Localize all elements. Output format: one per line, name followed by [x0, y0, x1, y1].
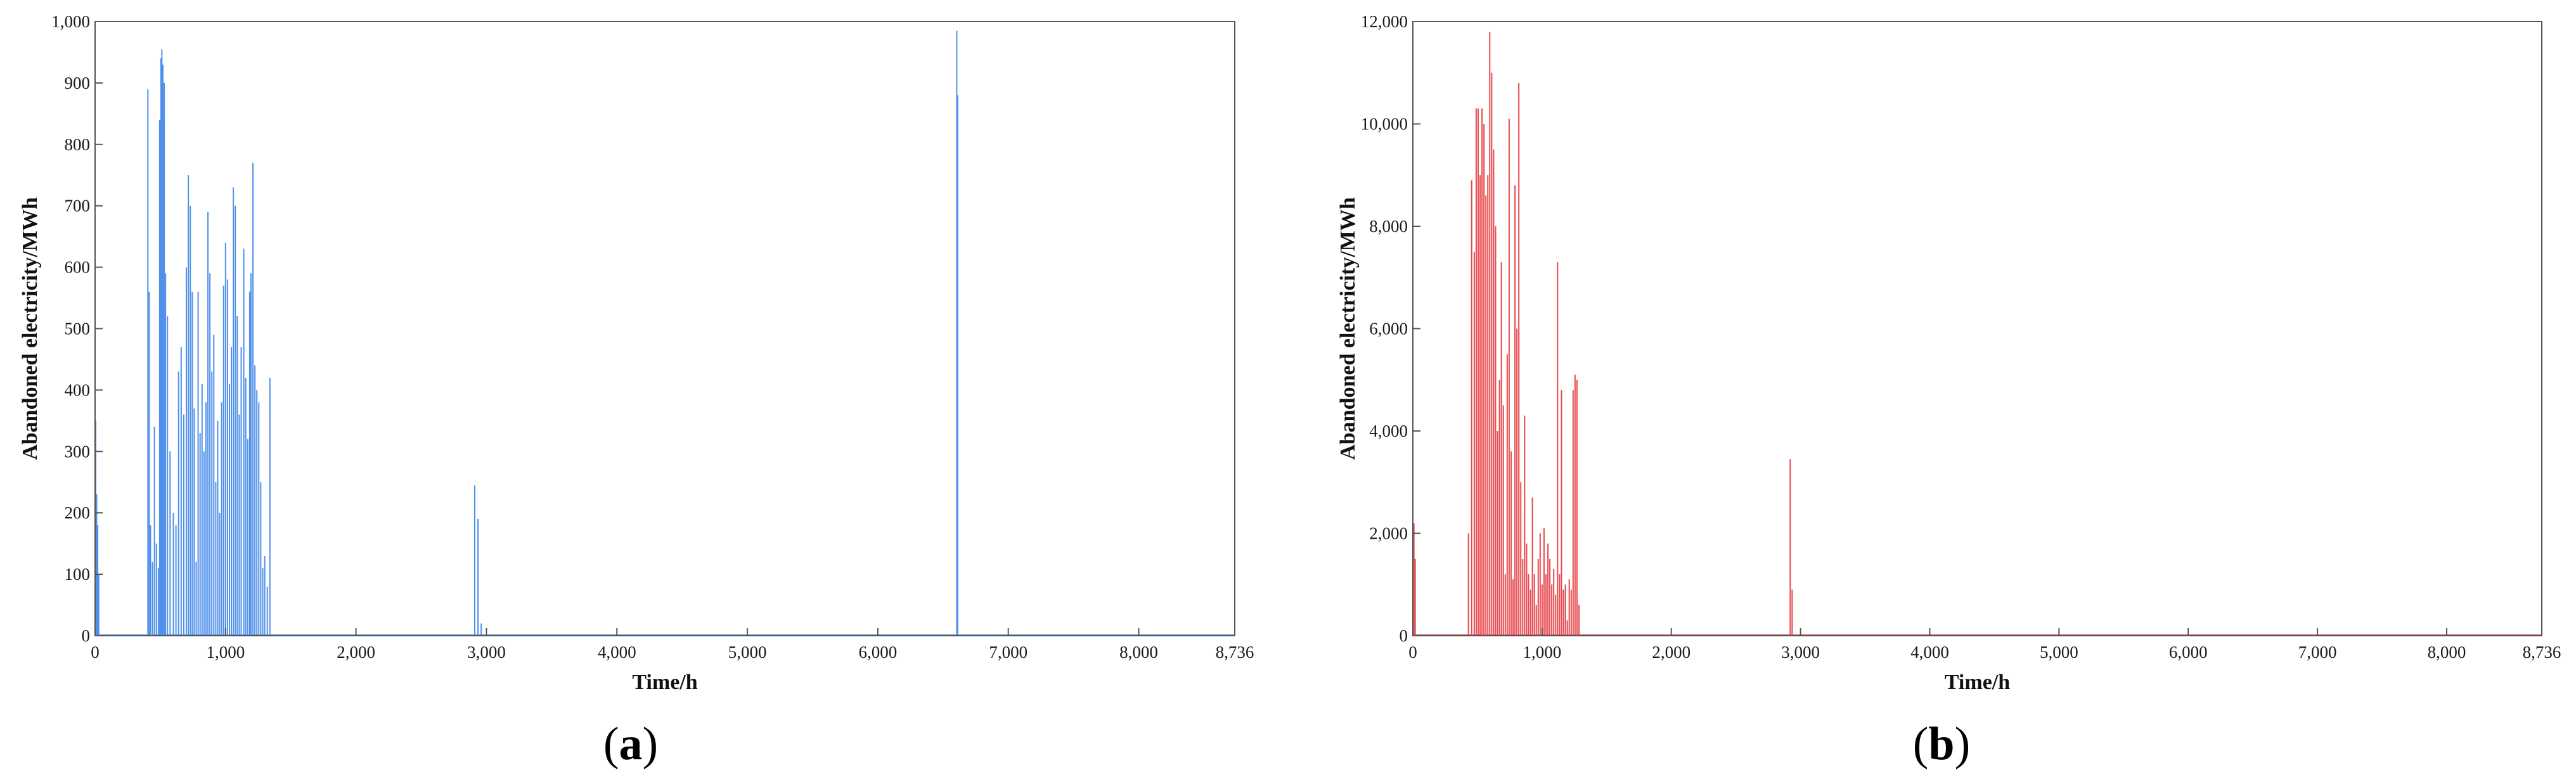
x-tick-label: 3,000	[467, 643, 506, 662]
y-tick-label: 800	[65, 135, 91, 154]
x-tick-label: 1,000	[1523, 643, 1561, 662]
y-tick-label: 0	[82, 626, 91, 645]
x-tick-label: 7,000	[989, 643, 1027, 662]
plot-frame	[1412, 21, 2542, 636]
x-tick-label: 0	[91, 643, 100, 662]
y-tick-label: 700	[65, 196, 91, 215]
x-tick-label: 0	[1408, 643, 1417, 662]
y-tick-label: 4,000	[1369, 421, 1408, 440]
y-axis: 0 2,000 4,000 6,000 8,000 10,000 12,000	[1361, 12, 1420, 645]
x-axis-label: Time/h	[1945, 671, 2010, 694]
x-tick-label: 8,736	[1216, 643, 1254, 662]
y-axis-label: Abandoned electricity/MWh	[1336, 197, 1360, 460]
y-axis: 0 100 200 300 400 500 600 700 800 900 1,000	[51, 12, 103, 645]
x-tick-label: 8,000	[1119, 643, 1158, 662]
x-axis: 0 1,000 2,000 3,000 4,000 5,000 6,000 7,000 8,00…	[91, 628, 1254, 662]
y-tick-label: 300	[65, 442, 91, 461]
x-tick-label: 6,000	[859, 643, 898, 662]
y-tick-label: 400	[65, 380, 91, 399]
chart-panel-a: 0 1,000 2,000 3,000 4,000 5,000 6,000 7,000 8,00…	[18, 12, 1254, 770]
x-tick-label: 5,000	[2040, 643, 2078, 662]
y-tick-label: 2,000	[1369, 524, 1408, 543]
series-line	[95, 30, 1235, 636]
x-tick-label: 2,000	[337, 643, 375, 662]
x-tick-label: 2,000	[1652, 643, 1690, 662]
y-tick-label: 1,000	[51, 12, 90, 31]
y-tick-label: 500	[65, 319, 91, 338]
panel-letter: b	[1928, 718, 1954, 770]
y-tick-label: 0	[1400, 626, 1408, 645]
plot-frame	[94, 21, 1235, 636]
y-tick-label: 6,000	[1369, 319, 1408, 338]
panel-label: (a)	[603, 718, 658, 770]
x-tick-label: 8,000	[2428, 643, 2466, 662]
x-tick-label: 6,000	[2169, 643, 2208, 662]
x-tick-label: 7,000	[2298, 643, 2337, 662]
y-axis-label: Abandoned electricity/MWh	[18, 197, 42, 460]
y-tick-label: 600	[65, 258, 91, 277]
x-tick-label: 8,736	[2523, 643, 2561, 662]
x-tick-label: 4,000	[1910, 643, 1949, 662]
x-axis: 0 1,000 2,000 3,000 4,000 5,000 6,000 7,000 8,00…	[1408, 628, 2561, 662]
panel-label: (b)	[1913, 718, 1970, 770]
y-tick-label: 8,000	[1369, 217, 1408, 236]
x-tick-label: 1,000	[206, 643, 245, 662]
y-tick-label: 12,000	[1361, 12, 1408, 31]
x-axis-label: Time/h	[632, 671, 697, 694]
x-tick-label: 4,000	[598, 643, 636, 662]
chart-panel-b: 0 1,000 2,000 3,000 4,000 5,000 6,000 7,000 8,00…	[1336, 12, 2561, 770]
y-tick-label: 900	[65, 74, 91, 93]
series-line	[1413, 32, 2542, 636]
x-tick-label: 5,000	[728, 643, 767, 662]
x-tick-label: 3,000	[1781, 643, 1820, 662]
y-tick-label: 200	[65, 503, 91, 522]
panel-letter: a	[619, 718, 643, 770]
y-tick-label: 10,000	[1361, 115, 1408, 134]
y-tick-label: 100	[65, 565, 91, 584]
